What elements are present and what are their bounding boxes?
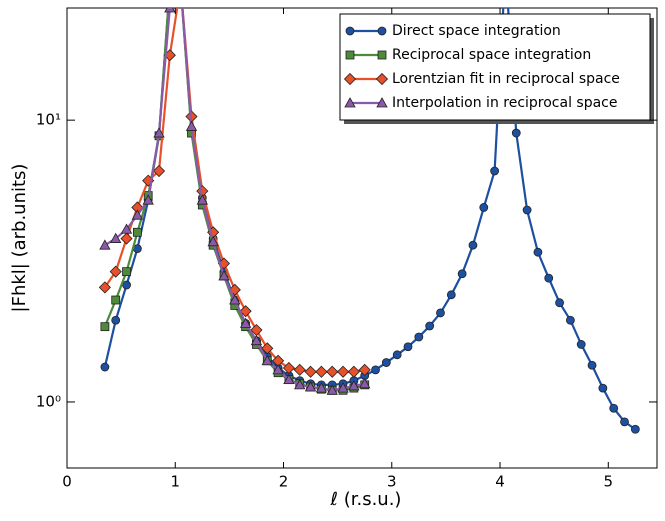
marker: [261, 354, 273, 366]
legend-label: Lorentzian fit in reciprocal space: [392, 71, 620, 87]
marker: [120, 223, 133, 234]
x-tick-label: 0: [62, 473, 72, 491]
marker: [344, 97, 356, 108]
marker: [185, 120, 198, 131]
marker: [345, 50, 355, 60]
marker: [239, 305, 252, 318]
marker: [565, 315, 575, 325]
marker: [196, 194, 209, 205]
marker: [153, 127, 165, 138]
marker: [511, 128, 521, 138]
marker: [229, 294, 241, 305]
marker: [294, 379, 306, 390]
marker: [620, 417, 629, 427]
marker: [479, 203, 489, 212]
y-tick-label: 10¹: [36, 111, 61, 129]
marker: [533, 247, 543, 257]
marker: [468, 240, 478, 250]
marker: [122, 267, 131, 277]
marker: [371, 365, 380, 375]
marker: [544, 273, 554, 283]
marker: [304, 381, 317, 392]
marker: [359, 377, 371, 389]
marker: [345, 26, 355, 36]
marker: [598, 383, 608, 393]
marker: [377, 26, 387, 36]
marker: [436, 308, 445, 318]
legend-label: Direct space integration: [392, 23, 561, 39]
marker: [381, 358, 391, 367]
x-tick-label: 2: [279, 473, 289, 491]
legend: Direct space integration Reciprocal space…: [339, 13, 654, 124]
marker: [164, 8, 176, 13]
marker: [142, 194, 154, 205]
marker: [250, 334, 263, 346]
marker: [120, 232, 133, 245]
marker: [132, 227, 142, 237]
marker: [326, 384, 338, 395]
marker: [272, 364, 284, 375]
marker: [347, 365, 360, 378]
marker: [377, 50, 387, 60]
marker: [315, 382, 328, 393]
marker: [630, 424, 640, 434]
marker: [336, 365, 350, 378]
marker: [122, 280, 131, 290]
marker: [111, 315, 121, 325]
marker: [457, 269, 467, 279]
x-tick-label: 4: [495, 473, 505, 491]
marker: [348, 380, 360, 391]
marker: [100, 362, 110, 372]
marker: [100, 322, 110, 332]
marker: [609, 403, 619, 413]
marker: [293, 363, 306, 376]
marker: [261, 342, 274, 355]
y-tick-label: 10⁰: [36, 392, 61, 410]
marker: [239, 317, 252, 328]
marker: [446, 290, 456, 300]
marker: [315, 365, 328, 378]
marker: [282, 361, 295, 375]
x-axis-label: ℓ (r.s.u.): [330, 489, 402, 510]
marker: [343, 72, 357, 86]
legend-box: [339, 13, 651, 121]
marker: [326, 365, 339, 378]
marker: [304, 365, 317, 378]
x-tick-label: 1: [170, 473, 180, 491]
marker: [403, 342, 413, 352]
legend-label: Reciprocal space integration: [392, 47, 591, 63]
x-tick-label: 5: [604, 473, 614, 491]
y-axis-label: |Fhkl| (arb.units): [9, 164, 30, 313]
marker: [358, 363, 371, 376]
marker: [99, 239, 111, 250]
marker: [576, 340, 586, 349]
marker: [555, 298, 564, 308]
marker: [152, 164, 166, 178]
x-tick-label: 3: [387, 473, 397, 491]
marker: [283, 373, 295, 385]
marker: [392, 350, 402, 360]
plot-area: [98, 8, 640, 434]
marker: [522, 205, 532, 215]
marker: [111, 295, 121, 305]
marker: [337, 382, 349, 393]
marker: [587, 360, 597, 370]
marker: [425, 321, 435, 331]
marker: [490, 166, 500, 176]
marker: [218, 270, 230, 281]
marker: [131, 209, 144, 220]
marker: [109, 265, 122, 278]
marker: [98, 281, 111, 294]
legend-label: Interpolation in reciprocal space: [392, 95, 618, 111]
marker: [376, 97, 388, 108]
marker: [375, 72, 389, 86]
marker: [414, 332, 424, 342]
marker: [207, 236, 219, 247]
marker: [110, 232, 122, 243]
